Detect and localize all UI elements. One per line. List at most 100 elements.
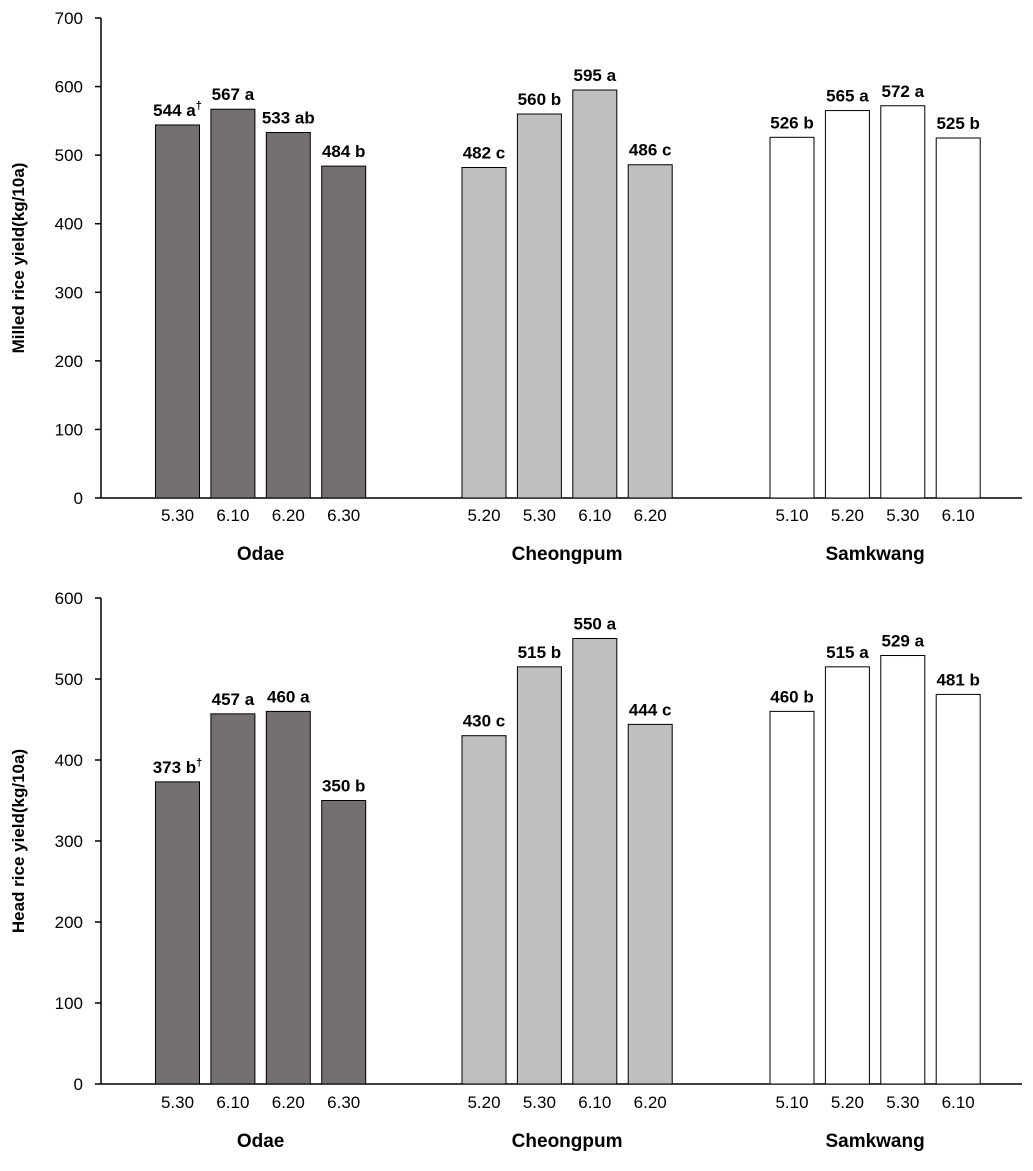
bar-cheongpum [572, 89, 618, 499]
bar-odae [321, 165, 367, 499]
data-label: 567 a [212, 85, 255, 104]
y-tick-label: 500 [55, 670, 83, 689]
data-label: 526 b [770, 113, 813, 132]
bar-samkwang [935, 137, 981, 499]
bar-odae [155, 124, 200, 499]
x-tick-label: 5.20 [831, 1093, 864, 1112]
y-tick-label: 100 [55, 994, 83, 1013]
bar-samkwang [880, 105, 926, 499]
x-tick-label: 6.10 [578, 506, 611, 525]
bar-samkwang [935, 693, 981, 1085]
data-label: 460 a [267, 687, 310, 706]
data-label: 457 a [212, 690, 255, 709]
y-tick-label: 400 [55, 215, 83, 234]
data-label: 350 b [322, 777, 365, 796]
x-tick-label: 5.10 [775, 1093, 808, 1112]
group-label-odae: Odae [237, 544, 285, 565]
footnote-mark: † [196, 757, 202, 769]
x-tick-label: 6.10 [942, 1093, 975, 1112]
x-tick-label: 6.30 [327, 1093, 360, 1112]
bar-cheongpum [461, 166, 507, 499]
data-label: 560 b [518, 90, 561, 109]
data-label: 515 b [518, 643, 561, 662]
group-label-odae: Odae [237, 1131, 285, 1152]
footnote-mark: † [196, 100, 202, 112]
x-tick-label: 6.10 [942, 506, 975, 525]
x-tick-label: 5.30 [886, 506, 919, 525]
data-label: 550 a [574, 615, 617, 634]
data-label: 565 a [826, 87, 869, 106]
data-label: 486 c [629, 141, 672, 160]
bar-cheongpum [572, 638, 618, 1085]
y-tick-label: 400 [55, 751, 83, 770]
y-tick-label: 600 [55, 78, 83, 97]
y-tick-label: 200 [55, 352, 83, 371]
bar-odae [265, 132, 311, 499]
bar-samkwang [880, 655, 926, 1085]
data-label: 525 b [936, 114, 979, 133]
y-axis-label: Milled rice yield(kg/10a) [9, 163, 28, 354]
bar-odae [265, 710, 311, 1085]
x-tick-label: 5.30 [886, 1093, 919, 1112]
data-label: 482 c [463, 143, 506, 162]
bar-samkwang [769, 710, 815, 1085]
bar-odae [210, 713, 256, 1085]
bar-samkwang [824, 110, 870, 499]
data-label: 444 c [629, 700, 672, 719]
x-tick-label: 5.20 [467, 506, 500, 525]
x-tick-label: 6.10 [216, 506, 249, 525]
x-tick-label: 5.30 [161, 1093, 194, 1112]
data-label: 529 a [882, 632, 925, 651]
y-tick-label: 700 [55, 9, 83, 28]
y-tick-label: 200 [55, 913, 83, 932]
x-tick-label: 6.20 [272, 506, 305, 525]
group-label-cheongpum: Cheongpum [512, 1131, 623, 1152]
x-tick-label: 5.30 [523, 506, 556, 525]
y-tick-label: 600 [55, 589, 83, 608]
y-axis-label: Head rice yield(kg/10a) [9, 749, 28, 933]
data-label: 572 a [882, 82, 925, 101]
y-tick-label: 100 [55, 420, 83, 439]
data-label: 544 a† [153, 100, 202, 120]
data-label: 460 b [770, 687, 813, 706]
x-tick-label: 5.20 [831, 506, 864, 525]
x-tick-label: 6.20 [634, 1093, 667, 1112]
data-label: 481 b [936, 670, 979, 689]
x-tick-label: 6.20 [634, 506, 667, 525]
group-label-samkwang: Samkwang [825, 1131, 924, 1152]
x-tick-label: 6.20 [272, 1093, 305, 1112]
bar-odae [321, 800, 367, 1085]
group-label-cheongpum: Cheongpum [512, 544, 623, 565]
data-label: 484 b [322, 142, 365, 161]
chart-1: Milled rice yield(kg/10a) 0 100 200 300 400 50… [9, 9, 1022, 565]
bar-cheongpum [461, 735, 507, 1085]
bar-cheongpum [627, 164, 673, 499]
bar-samkwang [824, 666, 870, 1085]
group-label-samkwang: Samkwang [825, 544, 924, 565]
bar-odae [155, 781, 200, 1085]
x-tick-label: 6.10 [578, 1093, 611, 1112]
data-label: 595 a [574, 66, 617, 85]
data-label: 430 c [463, 712, 506, 731]
bar-samkwang [769, 136, 815, 499]
y-tick-label: 0 [74, 1075, 83, 1094]
x-tick-label: 6.10 [216, 1093, 249, 1112]
bar-cheongpum [516, 113, 562, 499]
x-tick-label: 5.10 [775, 506, 808, 525]
y-tick-label: 300 [55, 832, 83, 851]
bar-cheongpum [627, 723, 673, 1085]
y-tick-label: 0 [74, 489, 83, 508]
x-tick-label: 5.20 [467, 1093, 500, 1112]
y-tick-label: 500 [55, 146, 83, 165]
data-label: 515 a [826, 643, 869, 662]
bar-cheongpum [516, 666, 562, 1085]
x-tick-label: 5.30 [161, 506, 194, 525]
chart-2: Head rice yield(kg/10a) 0 100 200 300 400 500 6… [9, 589, 1022, 1152]
data-label: 533 ab [262, 109, 315, 128]
x-tick-label: 5.30 [523, 1093, 556, 1112]
x-tick-label: 6.30 [327, 506, 360, 525]
bar-odae [210, 108, 256, 499]
y-tick-label: 300 [55, 283, 83, 302]
